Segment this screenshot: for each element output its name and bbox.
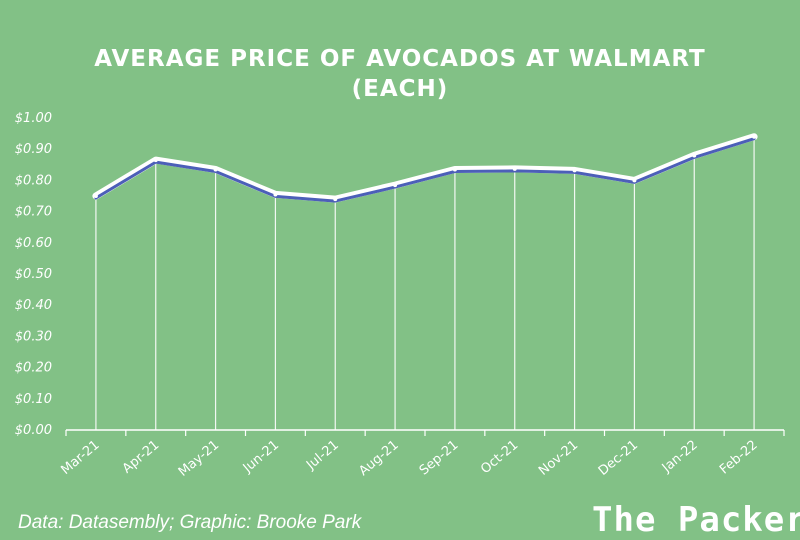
x-tick-label: Apr-21 — [120, 438, 163, 477]
x-tick-label: May-21 — [176, 438, 222, 480]
series-line-outline — [92, 133, 758, 203]
data-point — [572, 168, 577, 173]
data-point — [452, 167, 457, 172]
y-tick-label: $0.10 — [15, 392, 52, 407]
y-tick-label: $0.50 — [15, 267, 52, 282]
series-line — [94, 137, 756, 203]
x-tick-label: Sep-21 — [417, 438, 462, 479]
data-point — [213, 167, 218, 172]
x-tick-label: Oct-21 — [478, 438, 521, 478]
chart-title-line-1: AVERAGE PRICE OF AVOCADOS AT WALMART — [94, 46, 706, 72]
source-note: Data: Datasembly; Graphic: Brooke Park — [18, 512, 362, 533]
y-tick-label: $1.00 — [15, 111, 52, 126]
data-point — [393, 183, 398, 188]
y-tick-label: $0.60 — [15, 236, 52, 251]
brand-logo: The Packer — [592, 500, 800, 540]
data-point — [333, 197, 338, 202]
x-tick-label: Feb-22 — [717, 438, 761, 478]
x-tick-label: Mar-21 — [58, 438, 102, 478]
chart-title-line-2: (EACH) — [351, 76, 449, 102]
y-tick-label: $0.30 — [15, 329, 52, 344]
data-point — [512, 166, 517, 171]
x-tick-label: Dec-21 — [596, 438, 641, 479]
data-point — [273, 192, 278, 197]
y-tick-label: $0.70 — [15, 205, 52, 220]
data-point — [93, 194, 98, 198]
y-tick-label: $0.40 — [15, 298, 52, 313]
x-tick-label: Nov-21 — [536, 438, 581, 479]
y-tick-label: $0.90 — [15, 142, 52, 157]
data-point — [692, 153, 697, 158]
x-tick-label: Jul-21 — [303, 438, 342, 474]
chart-title: AVERAGE PRICE OF AVOCADOS AT WALMART (EA… — [0, 44, 800, 104]
y-tick-label: $0.80 — [15, 173, 52, 188]
y-tick-label: $0.00 — [15, 423, 52, 438]
y-tick-label: $0.20 — [15, 361, 52, 376]
x-tick-label: Aug-21 — [356, 438, 401, 479]
x-tick-label: Jun-21 — [240, 438, 282, 477]
data-point — [752, 134, 757, 139]
x-tick-label: Jan-22 — [659, 438, 701, 477]
data-point — [632, 178, 637, 183]
data-point — [153, 158, 158, 163]
